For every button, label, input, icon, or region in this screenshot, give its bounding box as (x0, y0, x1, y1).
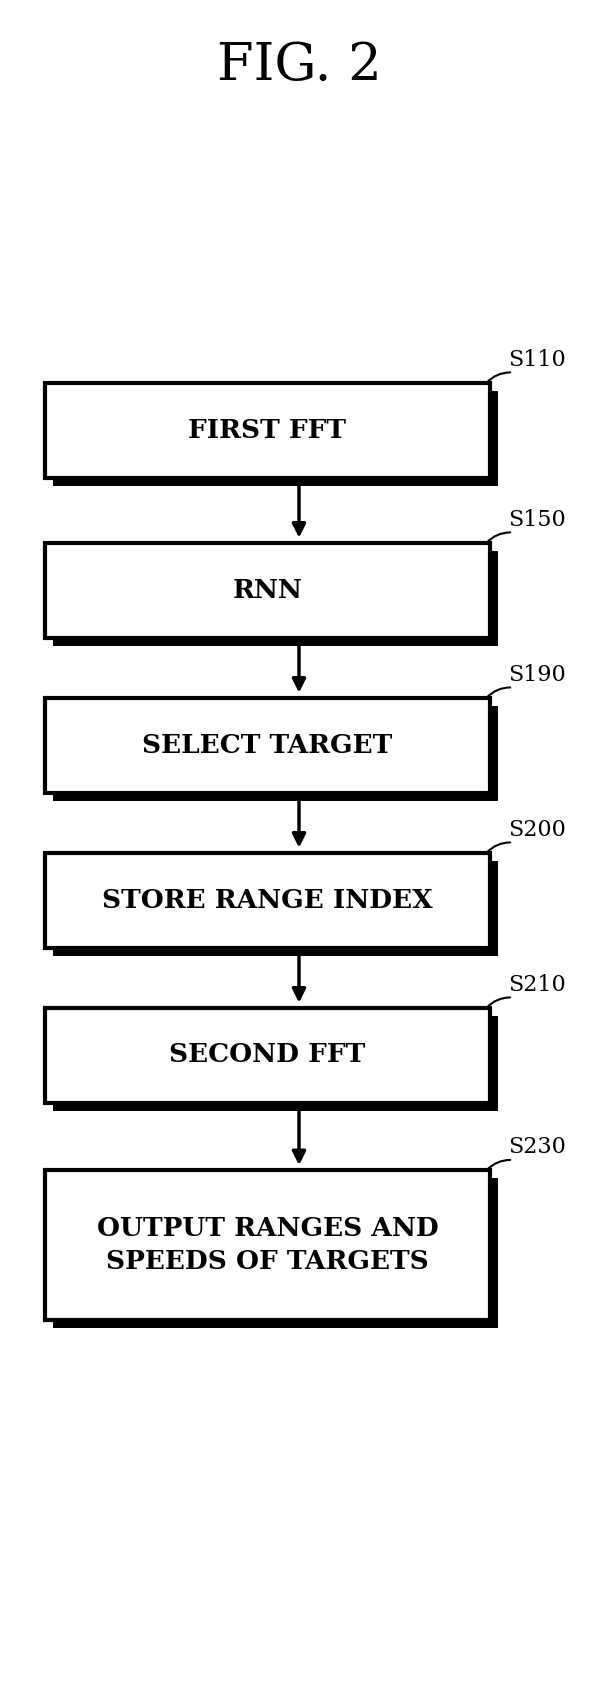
Bar (53, 550, 498, 646)
Text: S110: S110 (508, 349, 566, 371)
Bar (45, 1171, 490, 1319)
Text: OUTPUT RANGES AND
SPEEDS OF TARGETS: OUTPUT RANGES AND SPEEDS OF TARGETS (97, 1216, 438, 1274)
Text: S190: S190 (508, 663, 566, 685)
Text: S200: S200 (508, 818, 566, 840)
Text: STORE RANGE INDEX: STORE RANGE INDEX (102, 887, 433, 913)
Bar (53, 1016, 498, 1110)
Bar (45, 697, 490, 793)
Bar (53, 860, 498, 955)
Text: SECOND FFT: SECOND FFT (169, 1043, 365, 1068)
Text: S230: S230 (508, 1135, 566, 1157)
Text: SELECT TARGET: SELECT TARGET (142, 732, 393, 757)
Text: S210: S210 (508, 973, 566, 995)
Bar (45, 852, 490, 948)
Text: S150: S150 (508, 508, 566, 530)
Bar (53, 1178, 498, 1328)
Bar (53, 390, 498, 486)
Text: RNN: RNN (233, 577, 303, 602)
Bar (53, 705, 498, 801)
Bar (45, 543, 490, 638)
Text: FIRST FFT: FIRST FFT (188, 417, 346, 442)
Bar (45, 1007, 490, 1103)
Text: FIG. 2: FIG. 2 (216, 39, 382, 91)
Bar (45, 383, 490, 477)
